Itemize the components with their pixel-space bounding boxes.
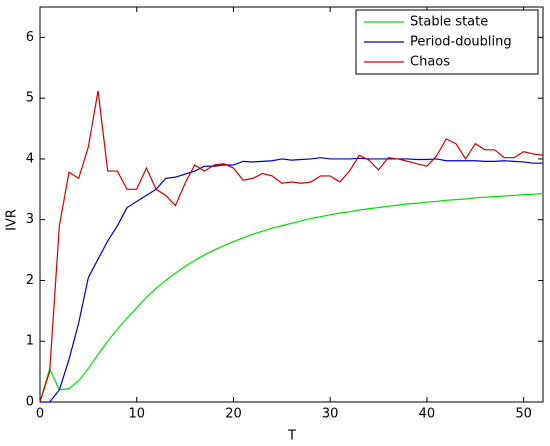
- y-tick-label: 2: [26, 273, 34, 288]
- legend-label: Period-doubling: [410, 35, 512, 50]
- y-tick-label: 1: [26, 334, 34, 349]
- y-tick-label: 3: [26, 212, 34, 227]
- y-tick-label: 0: [26, 395, 34, 410]
- x-tick-label: 40: [419, 407, 436, 422]
- legend-label: Chaos: [410, 55, 450, 70]
- y-tick-label: 5: [26, 91, 34, 106]
- x-tick-label: 0: [36, 407, 44, 422]
- series-line: [40, 157, 543, 403]
- x-tick-label: 10: [128, 407, 145, 422]
- legend-label: Stable state: [410, 15, 488, 30]
- x-tick-label: 50: [515, 407, 532, 422]
- y-tick-label: 4: [26, 151, 34, 166]
- x-tick-label: 30: [322, 407, 339, 422]
- y-tick-label: 6: [26, 30, 34, 45]
- x-tick-label: 20: [225, 407, 242, 422]
- y-axis-label: IVR: [5, 209, 20, 231]
- x-axis-label: T: [287, 429, 296, 444]
- series-line: [39, 90, 544, 403]
- series-line: [39, 192, 544, 403]
